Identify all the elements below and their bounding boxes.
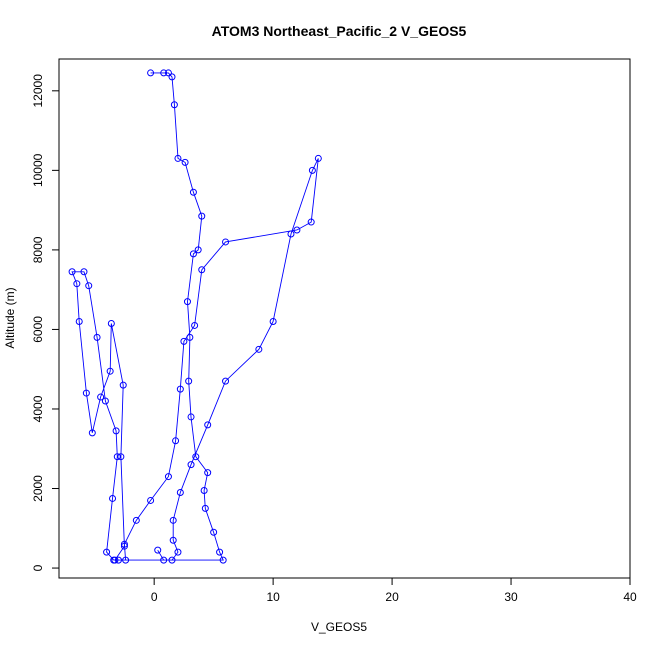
data-point xyxy=(109,494,117,502)
data-point xyxy=(187,461,195,469)
data-point xyxy=(198,266,206,274)
y-tick-label: 2000 xyxy=(31,475,45,502)
data-point xyxy=(219,556,227,564)
data-layer xyxy=(68,69,322,564)
data-point xyxy=(186,333,194,341)
y-tick-label: 10000 xyxy=(31,153,45,187)
data-point xyxy=(85,282,93,290)
data-point xyxy=(189,188,197,196)
data-point xyxy=(204,469,212,477)
y-axis-label: Altitude (m) xyxy=(3,287,17,348)
plot-area-frame xyxy=(58,58,631,579)
data-point xyxy=(176,488,184,496)
data-point xyxy=(93,333,101,341)
data-point xyxy=(120,542,128,550)
data-point xyxy=(176,385,184,393)
data-point xyxy=(314,154,322,162)
data-point xyxy=(255,345,263,353)
data-point xyxy=(180,337,188,345)
data-point xyxy=(103,548,111,556)
series-line xyxy=(71,72,319,561)
x-tick-label: 20 xyxy=(385,590,399,604)
data-point xyxy=(200,487,208,495)
data-point xyxy=(119,381,127,389)
data-point xyxy=(80,268,88,276)
y-tick-label: 12000 xyxy=(31,74,45,108)
data-point xyxy=(183,298,191,306)
data-point xyxy=(172,437,180,445)
data-point xyxy=(174,154,182,162)
data-point xyxy=(110,556,118,564)
x-tick-label: 30 xyxy=(504,590,518,604)
data-point xyxy=(97,393,105,401)
data-point xyxy=(114,556,122,564)
y-tick-label: 6000 xyxy=(31,316,45,343)
data-point xyxy=(160,69,168,77)
data-point xyxy=(192,453,200,461)
data-point xyxy=(198,212,206,220)
x-axis: 0 10 20 30 40 xyxy=(151,577,637,604)
data-point xyxy=(204,421,212,429)
data-point xyxy=(147,496,155,504)
data-point xyxy=(112,427,120,435)
y-axis: 0 2000 4000 6000 8000 10000 12000 xyxy=(31,74,60,571)
data-point xyxy=(287,230,295,238)
data-point xyxy=(269,317,277,325)
data-point xyxy=(82,389,90,397)
data-point xyxy=(308,166,316,174)
data-point xyxy=(88,429,96,437)
data-point xyxy=(132,516,140,524)
x-tick-label: 0 xyxy=(151,590,158,604)
data-point xyxy=(147,69,155,77)
data-point xyxy=(191,321,199,329)
data-point xyxy=(169,536,177,544)
x-tick-label: 10 xyxy=(266,590,280,604)
data-point xyxy=(201,504,209,512)
y-tick-label: 0 xyxy=(31,564,45,571)
data-point xyxy=(174,548,182,556)
data-point xyxy=(168,556,176,564)
data-point xyxy=(169,516,177,524)
data-point xyxy=(122,556,130,564)
data-point xyxy=(107,319,115,327)
x-axis-label: V_GEOS5 xyxy=(311,620,367,634)
data-point xyxy=(189,250,197,258)
data-point xyxy=(73,280,81,288)
y-tick-label: 4000 xyxy=(31,395,45,422)
data-point xyxy=(120,540,128,548)
data-point xyxy=(181,158,189,166)
data-point xyxy=(216,548,224,556)
data-point xyxy=(164,473,172,481)
data-point xyxy=(117,453,125,461)
data-point xyxy=(293,226,301,234)
data-point xyxy=(113,453,121,461)
data-point xyxy=(160,556,168,564)
data-point xyxy=(222,238,230,246)
data-point xyxy=(101,397,109,405)
data-point xyxy=(168,73,176,81)
data-point xyxy=(210,528,218,536)
x-tick-label: 40 xyxy=(623,590,637,604)
data-point xyxy=(68,268,76,276)
data-point xyxy=(75,317,83,325)
data-point xyxy=(164,69,172,77)
data-point xyxy=(307,218,315,226)
data-point xyxy=(187,413,195,421)
y-tick-label: 8000 xyxy=(31,236,45,263)
chart-title: ATOM3 Northeast_Pacific_2 V_GEOS5 xyxy=(212,23,467,39)
data-point xyxy=(170,101,178,109)
data-point xyxy=(154,546,162,554)
data-point xyxy=(106,367,114,375)
data-point xyxy=(194,246,202,254)
data-point xyxy=(185,377,193,385)
data-point xyxy=(222,377,230,385)
